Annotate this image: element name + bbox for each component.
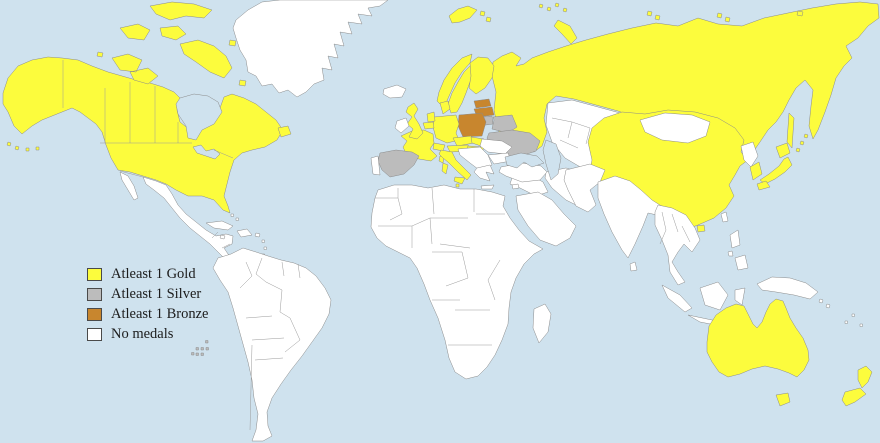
country-sakhalin	[786, 112, 795, 149]
country-madagascar	[532, 303, 552, 344]
country-bahamas	[230, 213, 239, 221]
bronze-swatch	[87, 307, 102, 321]
legend-row-bronze: Atleast 1 Bronze	[87, 304, 208, 324]
country-greece	[473, 164, 495, 190]
country-iceland	[382, 84, 407, 99]
country-taiwan	[720, 211, 729, 223]
country-baja-california	[119, 171, 139, 201]
legend-label-bronze: Atleast 1 Bronze	[111, 306, 209, 322]
great-lakes	[192, 144, 221, 160]
country-greenland	[232, 0, 389, 98]
country-sumatra	[661, 284, 693, 313]
legend-row-gold: Atleast 1 Gold	[87, 264, 208, 284]
country-russia	[491, 1, 880, 160]
country-mongolia	[639, 112, 711, 144]
country-denmark	[439, 100, 451, 115]
country-severnaya-zemlya	[646, 10, 661, 21]
legend-row-silver: Atleast 1 Silver	[87, 284, 208, 304]
interior-borders-south-america	[239, 257, 301, 431]
country-united-kingdom	[405, 102, 424, 140]
legend-row-none: No medals	[87, 324, 208, 344]
country-canadian-arctic-islands	[96, 1, 247, 87]
country-newfoundland	[277, 125, 292, 138]
gold-swatch	[87, 267, 102, 281]
continent-south-america	[212, 247, 332, 442]
country-melanesia-islands	[818, 298, 863, 327]
legend-label-silver: Atleast 1 Silver	[111, 286, 202, 302]
interior-borders-north-america	[62, 60, 234, 178]
country-belgium	[422, 121, 435, 130]
country-estonia	[473, 98, 492, 109]
black-sea	[504, 152, 545, 169]
no-medal-swatch	[87, 327, 102, 341]
country-cyprus	[511, 183, 520, 190]
country-poland	[457, 112, 487, 138]
country-new-zealand-south	[841, 387, 867, 407]
country-portugal	[370, 155, 381, 176]
country-hispaniola	[236, 228, 253, 238]
country-arabian-peninsula	[515, 191, 577, 247]
legend-label-gold: Atleast 1 Gold	[111, 266, 196, 282]
legend-label-none: No medals	[111, 326, 174, 342]
country-japan-hokkaido	[775, 142, 791, 159]
country-wrangel-island	[796, 10, 804, 17]
interior-borders-asia	[211, 117, 691, 249]
country-netherlands	[426, 111, 436, 123]
country-hainan	[696, 224, 706, 233]
country-new-siberian-islands	[716, 12, 731, 23]
caspian-sea	[542, 139, 562, 181]
hudson-bay	[175, 93, 223, 141]
country-ireland	[394, 117, 410, 134]
country-malta	[455, 183, 460, 188]
country-new-zealand-north	[857, 365, 873, 389]
country-franz-josef-land	[538, 2, 568, 13]
country-jamaica	[219, 234, 226, 240]
country-puerto-rico	[254, 232, 261, 238]
country-spain	[377, 149, 420, 178]
country-australia	[706, 298, 810, 378]
country-sri-lanka	[629, 261, 638, 272]
silver-swatch	[87, 287, 102, 301]
country-philippines	[727, 229, 749, 271]
country-india	[597, 175, 664, 259]
interior-borders-africa	[375, 187, 505, 346]
country-italy	[438, 149, 472, 181]
legend: Atleast 1 Gold Atleast 1 Silver Atleast …	[87, 264, 208, 344]
country-sicily	[453, 176, 466, 185]
country-tasmania	[775, 392, 791, 407]
country-afghanistan-pakistan	[563, 163, 606, 213]
country-japan-kyushu	[756, 180, 771, 191]
country-sulawesi	[734, 287, 746, 306]
country-finland	[468, 56, 495, 95]
small-island-dots	[191, 340, 209, 356]
country-aleutian-islands	[6, 141, 40, 152]
country-cuba	[205, 220, 234, 231]
country-kuril-islands	[795, 133, 809, 153]
country-svalbard	[448, 5, 492, 24]
country-sardinia	[441, 162, 449, 175]
country-north-korea	[740, 141, 759, 168]
country-indochina	[654, 204, 701, 286]
country-novaya-zemlya	[553, 19, 578, 45]
country-south-korea	[749, 161, 763, 181]
country-new-guinea	[756, 276, 819, 300]
country-borneo	[699, 281, 729, 311]
